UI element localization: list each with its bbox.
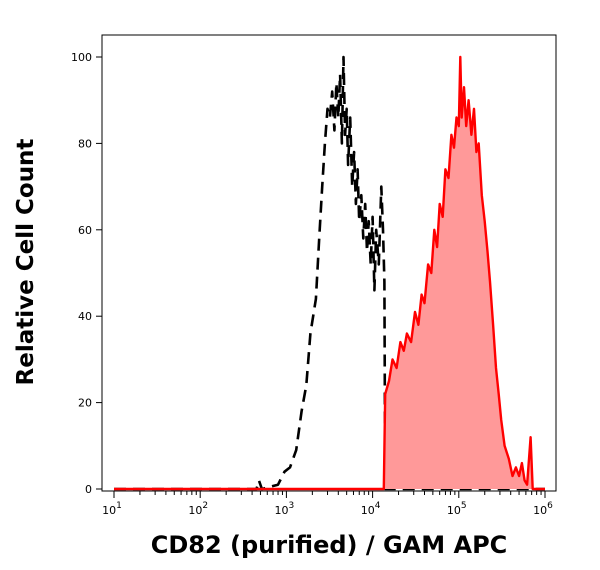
y-axis-ticks: 0 20 40 60 80 100 (71, 51, 102, 496)
series-1-line (114, 55, 545, 491)
x-tick-label: 102 (188, 501, 208, 517)
plot-frame (101, 34, 557, 492)
x-tick-label: 104 (361, 501, 381, 517)
y-tick-label: 60 (78, 224, 92, 237)
x-tick-label: 103 (275, 501, 295, 517)
x-tick-label: 106 (533, 501, 553, 517)
y-tick-label: 80 (78, 137, 92, 150)
y-tick-label: 100 (71, 51, 92, 64)
x-axis-title: CD82 (purified) / GAM APC (151, 531, 508, 559)
y-tick-label: 0 (85, 483, 92, 496)
y-tick-label: 20 (78, 397, 92, 410)
x-tick-label: 105 (447, 501, 467, 517)
y-tick-label: 40 (78, 310, 92, 323)
x-tick-label: 101 (102, 501, 122, 517)
series-2-area (114, 57, 545, 489)
x-axis-ticks: 101 102 103 104 105 106 (102, 491, 553, 517)
series-layer (114, 55, 545, 491)
y-axis-title: Relative Cell Count (13, 139, 39, 386)
series-2-outline (114, 55, 545, 491)
